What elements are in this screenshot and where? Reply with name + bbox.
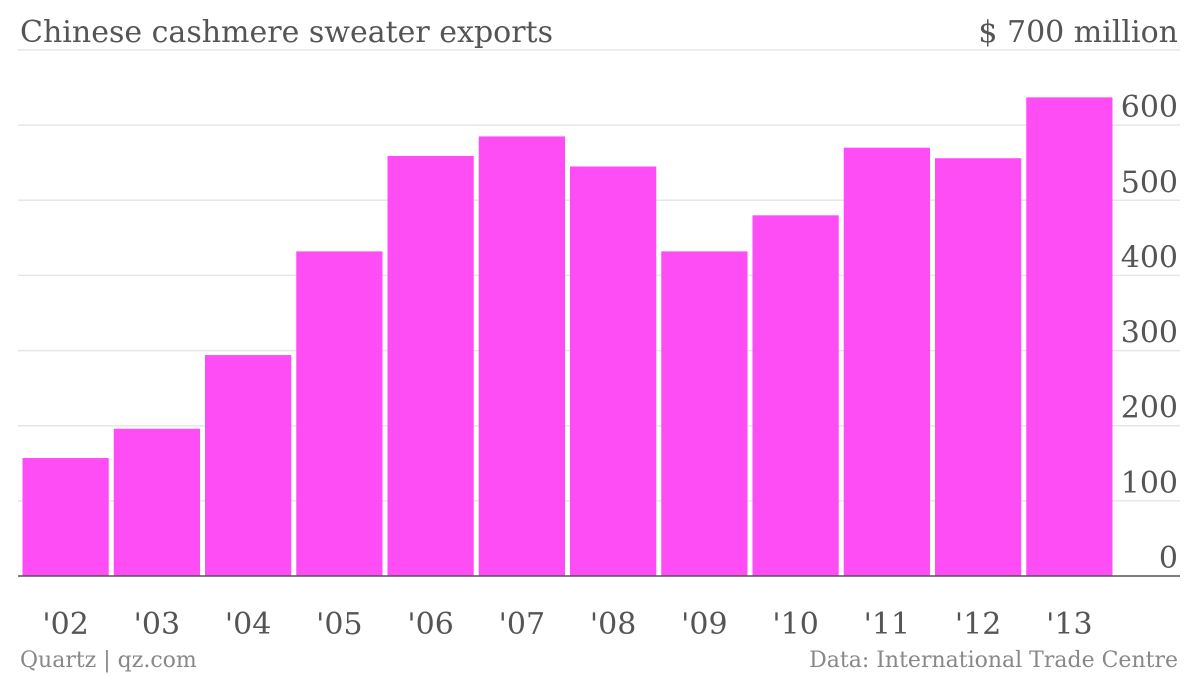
x-tick-label: '10 [772,607,818,642]
bar [478,136,565,576]
x-tick-label: '07 [499,607,545,642]
y-tick-label: 0 [1159,541,1178,576]
source-left: Quartz | qz.com [20,648,197,673]
y-tick-label: 600 [1121,90,1178,125]
source-right: Data: International Trade Centre [809,648,1178,673]
bar [843,147,930,576]
y-tick-label: 400 [1121,240,1178,275]
x-tick-label: '02 [42,607,88,642]
bar [661,251,748,576]
x-tick-label: '03 [134,607,180,642]
x-tick-label: '11 [864,607,910,642]
bars [22,97,1113,577]
y-axis-top-label: $ 700 million [978,15,1178,50]
bar [570,166,657,576]
bar [113,428,200,576]
y-tick-label: 100 [1121,466,1178,501]
x-tick-label: '12 [955,607,1001,642]
x-tick-label: '09 [681,607,727,642]
bar [205,355,292,576]
bar [296,251,383,576]
bar [387,155,474,577]
y-tick-label: 500 [1121,165,1178,200]
x-axis-ticks: '02 '03 '04 '05 '06 '07 '08 '09 '10 '11 '12 '13 [42,607,1092,642]
y-tick-label: 300 [1121,316,1178,351]
x-tick-label: '04 [225,607,271,642]
bar [935,158,1022,576]
x-tick-label: '05 [316,607,362,642]
chart-title: Chinese cashmere sweater exports [20,15,553,50]
x-tick-label: '13 [1046,607,1092,642]
bar [1026,97,1113,576]
bar [752,215,839,577]
x-tick-label: '06 [407,607,453,642]
y-axis-ticks: 0 100 200 300 400 500 600 [1121,90,1178,576]
x-tick-label: '08 [590,607,636,642]
y-tick-label: 200 [1121,391,1178,426]
bar [22,458,109,576]
